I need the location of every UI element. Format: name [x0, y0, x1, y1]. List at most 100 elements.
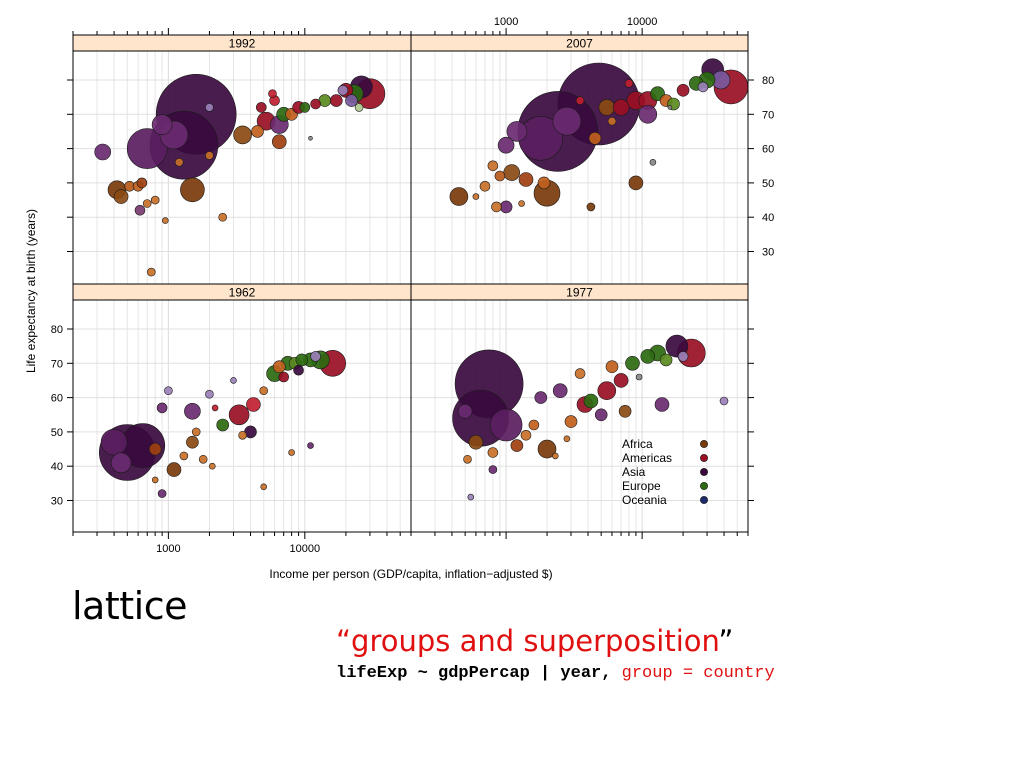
data-point: [613, 373, 629, 388]
data-point: [624, 79, 634, 88]
data-point: [310, 98, 321, 110]
slide-title: lattice: [72, 584, 187, 628]
data-point: [575, 96, 585, 105]
y-tick-label: 30: [762, 247, 774, 259]
data-point: [499, 200, 513, 214]
data-point: [233, 125, 252, 145]
data-point: [142, 199, 152, 208]
y-tick-label: 50: [762, 178, 774, 190]
data-point: [251, 125, 264, 138]
data-point: [491, 201, 502, 213]
data-point: [479, 181, 491, 192]
data-point: [638, 105, 658, 124]
data-point: [354, 103, 364, 112]
data-point: [586, 202, 596, 212]
data-point: [100, 428, 128, 456]
data-point: [468, 434, 484, 450]
formula-main: lifeExp ~ gdpPercap | year,: [336, 664, 622, 683]
y-tick-label: 50: [51, 427, 63, 439]
data-point: [259, 386, 269, 396]
data-point: [574, 368, 586, 379]
data-point: [307, 442, 314, 449]
data-point: [126, 128, 168, 169]
data-point: [186, 435, 199, 449]
data-point: [299, 102, 311, 113]
data-point: [166, 462, 182, 477]
data-point: [308, 136, 313, 141]
data-point: [488, 465, 498, 474]
data-point: [676, 84, 690, 97]
x-axis-title: Income per person (GDP/capita, inflation…: [269, 567, 552, 581]
legend-marker: [700, 440, 708, 448]
data-point: [667, 105, 673, 110]
data-point: [136, 177, 148, 189]
panel-border: [410, 299, 749, 533]
data-point: [164, 386, 173, 396]
strip-label-1977: 1977: [566, 286, 593, 300]
data-point: [697, 81, 709, 93]
y-tick-label: 80: [51, 324, 63, 336]
y-tick-label: 60: [51, 393, 63, 405]
y-tick-label: 70: [51, 358, 63, 370]
y-tick-label: 80: [762, 75, 774, 87]
data-point: [659, 353, 673, 367]
y-tick-label: 60: [762, 144, 774, 156]
data-point: [216, 418, 229, 432]
data-point: [134, 205, 146, 216]
data-point: [179, 451, 189, 461]
strip-label-1992: 1992: [229, 37, 256, 51]
legend-label: Europe: [622, 479, 661, 493]
data-point: [467, 493, 475, 501]
data-point: [211, 404, 219, 412]
data-point: [654, 397, 670, 412]
subtitle-open-quote: “: [336, 624, 352, 658]
data-point: [506, 121, 528, 142]
data-point: [230, 377, 237, 384]
legend-marker: [700, 468, 708, 476]
data-point: [295, 353, 309, 367]
data-point: [205, 389, 214, 399]
data-point: [719, 396, 729, 406]
y-tick-label: 40: [51, 461, 63, 473]
data-point: [457, 403, 473, 419]
data-point: [288, 449, 295, 456]
data-point: [551, 452, 559, 460]
y-tick-label: 40: [762, 212, 774, 224]
x-tick-label: 1000: [156, 543, 180, 555]
data-point: [625, 355, 640, 371]
formula-group: group = country: [621, 664, 775, 683]
data-point: [205, 103, 214, 112]
data-point: [184, 402, 201, 420]
data-point: [278, 371, 290, 383]
data-point: [157, 489, 167, 498]
data-point: [238, 430, 247, 440]
x-tick-label: 1000: [494, 16, 518, 28]
data-point: [110, 452, 132, 474]
data-point: [518, 200, 525, 207]
data-point: [520, 429, 532, 441]
data-point: [605, 360, 619, 374]
data-point: [563, 435, 571, 443]
data-point: [588, 132, 602, 145]
panel-1962: 1962: [72, 283, 412, 533]
data-point: [150, 195, 160, 205]
data-point: [472, 193, 480, 200]
data-point: [528, 419, 540, 431]
legend-marker: [700, 454, 708, 462]
data-point: [180, 177, 205, 203]
data-point: [113, 189, 129, 204]
data-point: [677, 351, 689, 362]
data-point: [489, 408, 523, 442]
data-point: [246, 397, 261, 412]
data-point: [272, 360, 286, 374]
data-point: [209, 462, 216, 470]
data-point: [518, 172, 534, 187]
data-point: [607, 116, 617, 126]
data-point: [537, 176, 551, 190]
data-point: [268, 89, 277, 98]
data-point: [174, 158, 184, 167]
data-point: [598, 99, 616, 116]
y-tick-label: 70: [762, 109, 774, 121]
legend-label: Asia: [622, 465, 646, 479]
